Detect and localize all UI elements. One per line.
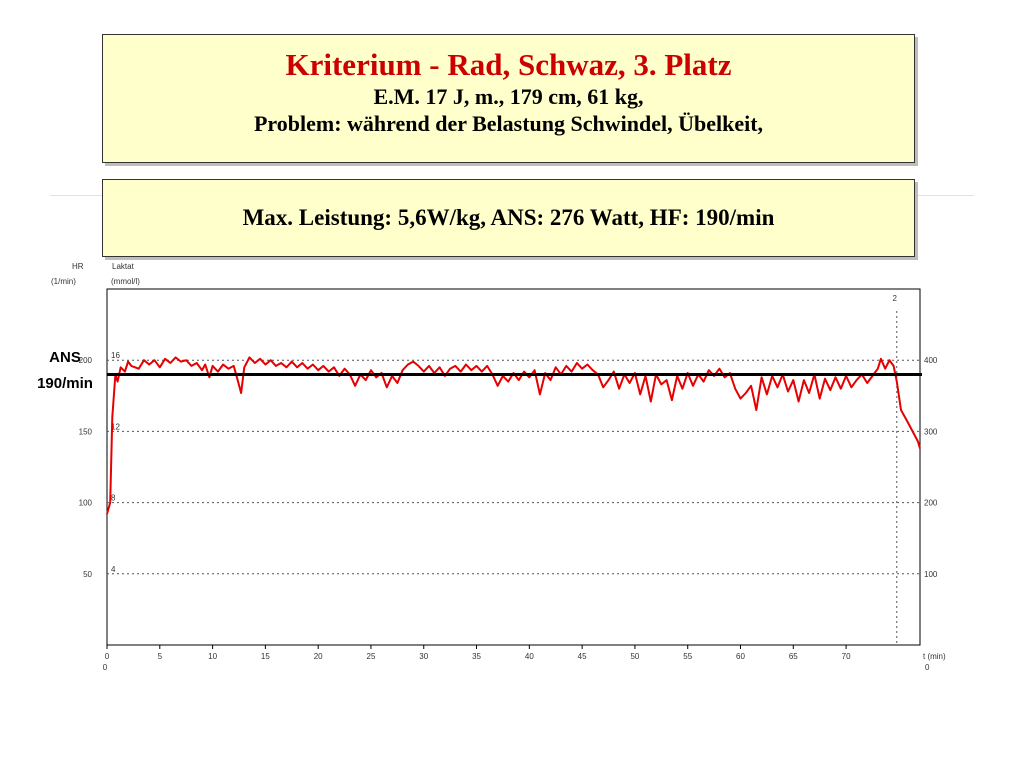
time-tick-0: 0 <box>105 652 110 661</box>
time-tick-35: 35 <box>472 652 481 661</box>
title-box: Kriterium - Rad, Schwaz, 3. Platz E.M. 1… <box>102 34 915 163</box>
time-tick-15: 15 <box>261 652 270 661</box>
time-tick-60: 60 <box>736 652 745 661</box>
time-axis-label: t (min) <box>923 652 946 661</box>
time-tick-70: 70 <box>842 652 851 661</box>
ans-label: ANS <box>49 349 81 366</box>
power-tick-300: 300 <box>924 427 938 436</box>
plot-frame <box>106 288 921 646</box>
summary-box: Max. Leistung: 5,6W/kg, ANS: 276 Watt, H… <box>102 179 915 257</box>
time-tick-40: 40 <box>525 652 534 661</box>
time-tick-55: 55 <box>683 652 692 661</box>
power-tick-400: 400 <box>924 356 938 365</box>
hr-series-line-0 <box>106 356 921 515</box>
hr-tick-100: 100 <box>79 499 93 508</box>
chart-title: Kriterium - Rad, Schwaz, 3. Platz <box>285 47 732 82</box>
lactate-axis-label: Laktat <box>112 262 135 271</box>
time-tick-45: 45 <box>578 652 587 661</box>
summary-text: Max. Leistung: 5,6W/kg, ANS: 276 Watt, H… <box>242 205 775 230</box>
time-tick-5: 5 <box>158 652 163 661</box>
subject-info: E.M. 17 J, m., 179 cm, 61 kg, <box>373 84 644 109</box>
ans-value-label: 190/min <box>37 375 93 392</box>
hr-axis-label: HR <box>72 262 84 271</box>
hr-tick-150: 150 <box>79 427 93 436</box>
lactate-tick-16: 16 <box>111 351 120 360</box>
hr-tick-200: 200 <box>79 356 93 365</box>
power-tick-100: 100 <box>924 570 938 579</box>
lactate-tick-4: 4 <box>111 565 116 574</box>
lactate-tick-8: 8 <box>111 494 116 503</box>
time-tick-65: 65 <box>789 652 798 661</box>
time-right-origin-label: 0 <box>925 663 930 672</box>
hr-unit-label: (1/min) <box>51 277 76 286</box>
time-origin-label: 0 <box>103 663 108 672</box>
lactate-unit-label: (mmol/l) <box>111 277 140 286</box>
time-tick-20: 20 <box>314 652 323 661</box>
hr-tick-50: 50 <box>83 570 92 579</box>
time-tick-25: 25 <box>367 652 376 661</box>
time-tick-50: 50 <box>630 652 639 661</box>
marker-label: 2 <box>893 294 898 303</box>
problem-note: Problem: während der Belastung Schwindel… <box>253 111 764 136</box>
time-tick-10: 10 <box>208 652 217 661</box>
lactate-tick-12: 12 <box>111 422 120 431</box>
time-tick-30: 30 <box>419 652 428 661</box>
power-tick-200: 200 <box>924 499 938 508</box>
